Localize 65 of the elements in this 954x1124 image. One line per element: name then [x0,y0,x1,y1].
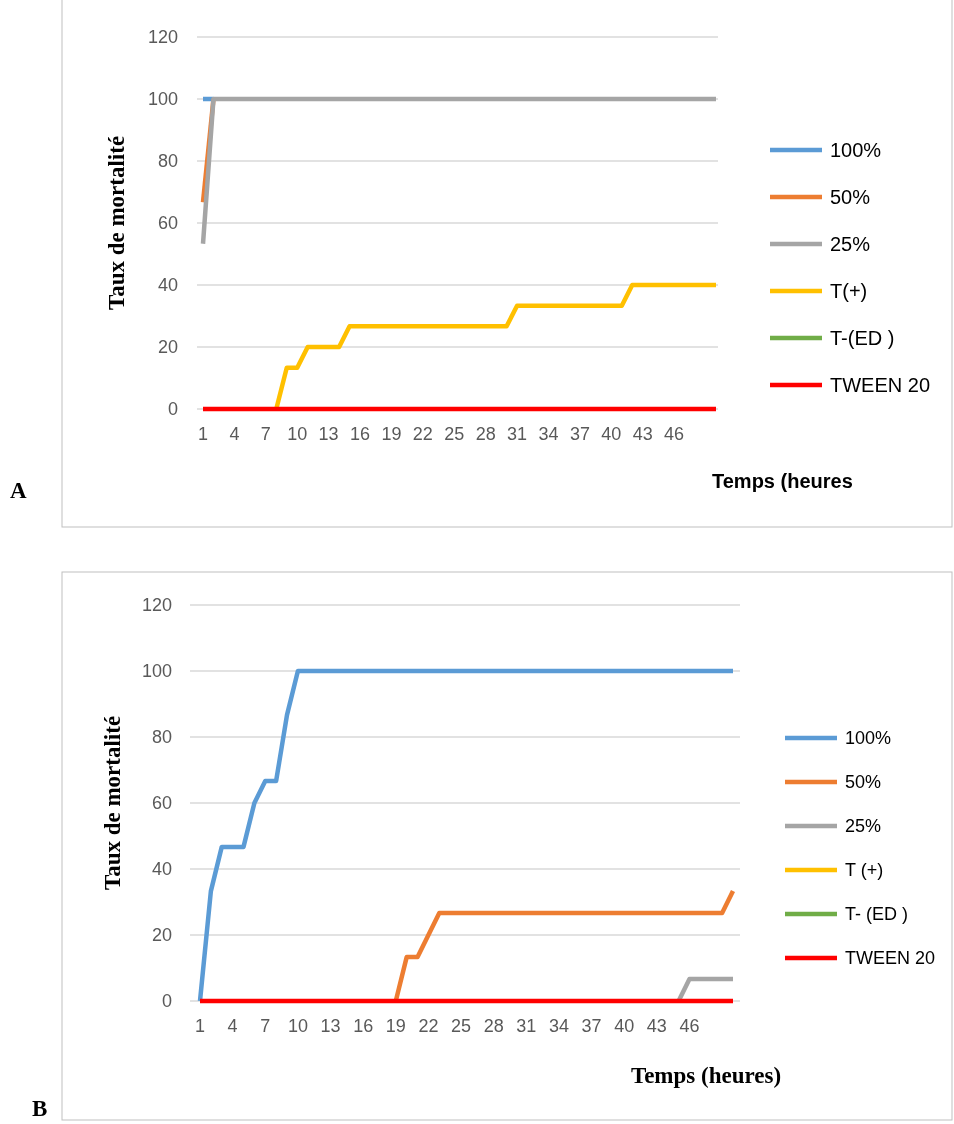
y-tick-label: 20 [151,925,172,946]
legend-label: 50% [830,186,871,208]
y-axis-title: Taux de mortalité [100,715,125,891]
text: A [10,478,27,503]
y-tick-label: 120 [147,27,178,48]
y-tick-label: 60 [157,213,178,234]
x-tick-label: 16 [353,1016,374,1036]
y-tick-label: 20 [157,337,178,358]
x-tick-label: 37 [569,424,590,444]
legend-label: 100% [830,139,882,161]
x-tick-label: 22 [412,424,433,444]
x-tick-label: 1 [194,1016,206,1036]
legend-label: TWEEN 20 [845,948,936,969]
y-tick-label: 40 [157,275,178,296]
legend-label: T-(ED ) [830,327,895,349]
x-tick-label: 40 [614,1016,635,1036]
y-tick-label: 100 [147,89,178,110]
legend-label: 50% [845,772,882,793]
x-tick-label: 31 [507,424,528,444]
x-tick-label: 37 [581,1016,602,1036]
y-tick-label: 120 [141,595,172,616]
legend-label: T- (ED ) [845,904,908,925]
legend-label: 25% [845,816,882,837]
x-tick-label: 19 [385,1016,406,1036]
text: B [32,1096,48,1121]
x-tick-label: 1 [197,424,209,444]
y-tick-label: 80 [151,727,172,748]
x-tick-label: 43 [646,1016,667,1036]
line-series [197,668,736,1004]
x-tick-label: 4 [229,424,240,444]
x-tick-label: 22 [418,1016,439,1036]
x-tick-label: 13 [318,424,339,444]
x-tick-label: 19 [381,424,402,444]
x-tick-label: 7 [260,1016,271,1036]
legend-label: TWEEN 20 [830,374,931,396]
y-tick-label: 0 [161,991,172,1012]
x-tick-label: 28 [475,424,496,444]
x-tick-label: 25 [444,424,465,444]
x-tick-label: 34 [538,424,559,444]
y-tick-label: 40 [151,859,172,880]
legend-label: 100% [845,728,892,749]
x-tick-label: 10 [287,1016,308,1036]
x-tick-label: 13 [320,1016,341,1036]
x-tick-label: 7 [260,424,271,444]
x-tick-label: 43 [632,424,653,444]
legend-label: T (+) [845,860,884,881]
x-tick-label: 34 [548,1016,569,1036]
y-tick-label: 0 [167,399,178,420]
x-tick-label: 40 [601,424,622,444]
x-tick-label: 46 [679,1016,700,1036]
x-axis-title: Temps (heures) [630,1063,782,1088]
x-tick-label: 46 [664,424,685,444]
x-tick-label: 28 [483,1016,504,1036]
y-tick-label: 60 [151,793,172,814]
y-tick-label: 100 [141,661,172,682]
legend-label: 25% [830,233,871,255]
y-tick-label: 80 [157,151,178,172]
legend-label: T(+) [830,280,868,302]
x-tick-label: 25 [451,1016,472,1036]
x-tick-label: 10 [287,424,308,444]
x-tick-label: 16 [350,424,371,444]
x-axis-title: Temps (heures [712,470,853,492]
x-tick-label: 31 [516,1016,537,1036]
y-axis-title: Taux de mortalité [104,135,129,311]
x-tick-label: 4 [227,1016,238,1036]
